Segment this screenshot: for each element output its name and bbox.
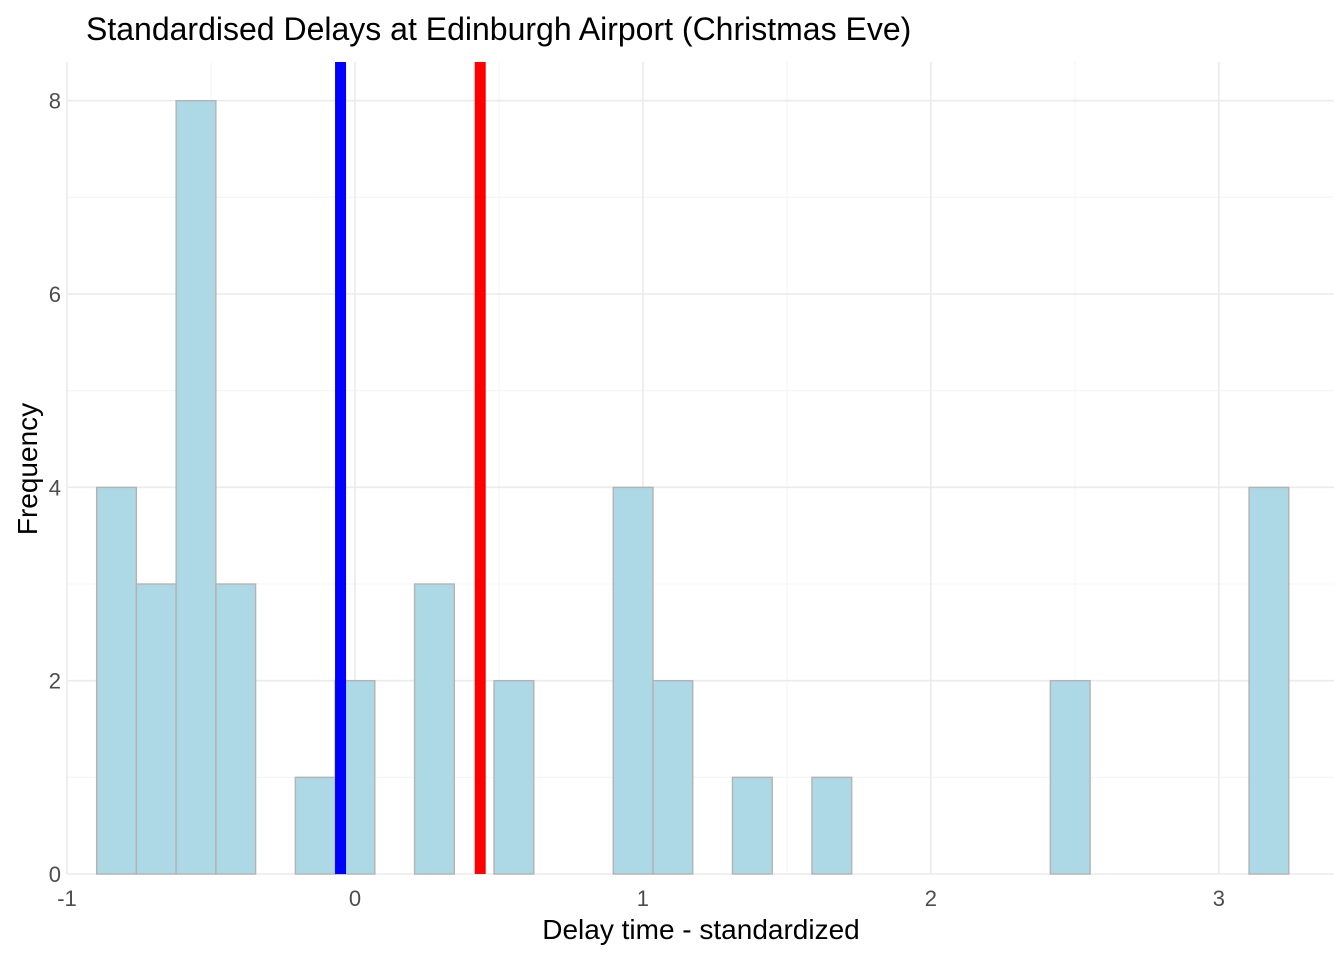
x-tick-label: 0: [349, 886, 361, 911]
histogram-bars: [95, 99, 1290, 875]
histogram-bar: [1248, 486, 1290, 875]
x-tick-label: -1: [57, 886, 77, 911]
major-gridlines: [66, 62, 1334, 875]
histogram-bar: [135, 583, 177, 875]
y-axis-ticks: 0 2 4 6 8: [49, 89, 61, 887]
histogram-bar: [811, 776, 853, 875]
y-tick-label: 4: [49, 475, 61, 500]
histogram-bar: [493, 679, 535, 875]
histogram-bar: [1049, 679, 1091, 875]
histogram-bar: [413, 583, 455, 875]
minor-gridlines: [67, 62, 1334, 874]
y-tick-label: 2: [49, 669, 61, 694]
chart-title: Standardised Delays at Edinburgh Airport…: [86, 11, 911, 47]
histogram-bar: [652, 679, 694, 875]
histogram-bar: [731, 776, 773, 875]
reference-lines: [335, 62, 486, 874]
x-axis-title: Delay time - standardized: [542, 914, 859, 945]
x-axis-ticks: -1 0 1 2 3: [57, 886, 1225, 911]
histogram-bar: [612, 486, 654, 875]
x-tick-label: 1: [637, 886, 649, 911]
y-axis-title: Frequency: [12, 403, 43, 535]
histogram-bar: [294, 776, 336, 875]
x-tick-label: 3: [1213, 886, 1225, 911]
histogram-bar: [175, 99, 217, 875]
y-tick-label: 0: [49, 862, 61, 887]
y-tick-label: 8: [49, 89, 61, 114]
x-tick-label: 2: [925, 886, 937, 911]
histogram-bar: [95, 486, 138, 875]
y-tick-label: 6: [49, 282, 61, 307]
histogram-bar: [215, 583, 257, 875]
